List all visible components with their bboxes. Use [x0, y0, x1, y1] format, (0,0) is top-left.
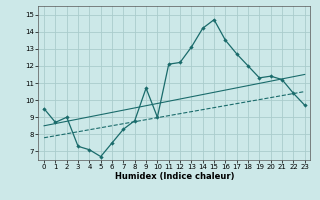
- X-axis label: Humidex (Indice chaleur): Humidex (Indice chaleur): [115, 172, 234, 181]
